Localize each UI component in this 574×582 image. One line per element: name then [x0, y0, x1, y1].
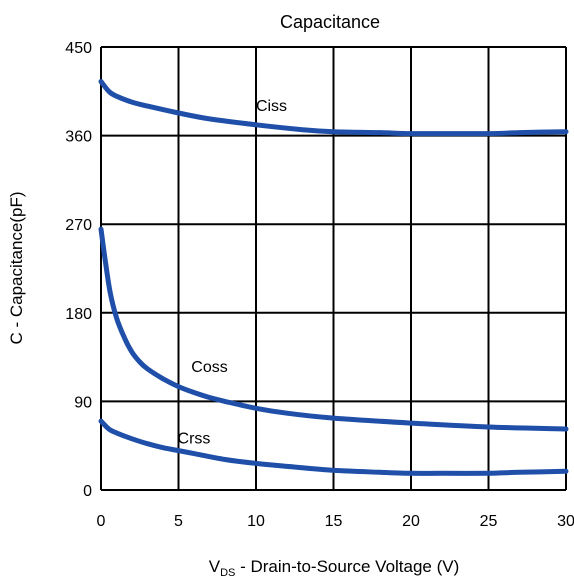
series-lines: [98, 79, 569, 476]
series-line-ciss: [98, 79, 569, 137]
tick-labels: 0 5 10 15 20 25 30 0 90 180 270 360 450: [65, 40, 574, 530]
grid: [100, 46, 567, 491]
x-tick-label: 5: [174, 513, 183, 530]
chart-title: Capacitance: [280, 12, 380, 32]
y-tick-label: 270: [65, 217, 92, 234]
series-labels: Ciss Coss Crss: [178, 98, 288, 448]
series-line-coss: [98, 226, 569, 432]
x-axis-label-v: V: [209, 557, 221, 576]
x-tick-label: 15: [325, 513, 343, 530]
x-tick-label: 20: [402, 513, 420, 530]
y-axis-label: C - Capacitance(pF): [7, 191, 26, 344]
series-label-crss: Crss: [178, 431, 211, 448]
x-axis-label-sub: DS: [220, 567, 235, 579]
x-axis-label: VDS - Drain-to-Source Voltage (V): [209, 557, 460, 579]
series-line-crss: [98, 418, 569, 476]
y-tick-label: 90: [74, 394, 92, 411]
y-tick-label: 360: [65, 129, 92, 146]
x-axis-label-rest: - Drain-to-Source Voltage (V): [235, 557, 459, 576]
x-tick-label: 25: [480, 513, 498, 530]
x-tick-label: 10: [247, 513, 265, 530]
series-label-ciss: Ciss: [256, 98, 287, 115]
x-tick-label: 0: [97, 513, 106, 530]
y-tick-label: 450: [65, 40, 92, 57]
y-tick-label: 0: [83, 483, 92, 500]
y-tick-label: 180: [65, 306, 92, 323]
series-label-coss: Coss: [191, 359, 227, 376]
x-tick-label: 30: [557, 513, 574, 530]
